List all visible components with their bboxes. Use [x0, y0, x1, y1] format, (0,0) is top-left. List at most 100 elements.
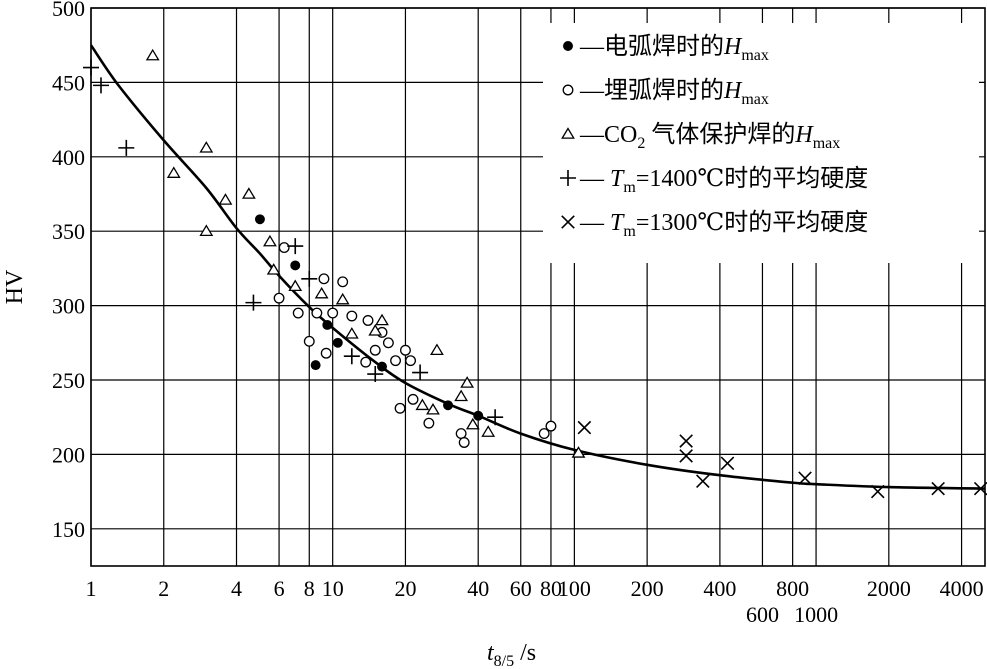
point-tm1300 [870, 484, 885, 499]
point-arc-welding [563, 41, 573, 51]
point-tm1400 [245, 294, 262, 311]
point-co2-shielded [199, 224, 214, 236]
point-tm1400 [343, 348, 360, 365]
point-co2-shielded [454, 389, 469, 402]
point-submerged-arc [273, 292, 285, 304]
point-co2-shielded [430, 343, 444, 356]
point-submerged-arc [538, 428, 550, 440]
point-submerged-arc [360, 356, 372, 368]
y-tick-label: 200 [52, 442, 85, 467]
x-tick-label: 800 [776, 576, 809, 601]
point-arc-welding [473, 410, 484, 421]
point-submerged-arc [458, 437, 470, 448]
point-tm1300 [720, 456, 735, 471]
point-arc-welding [322, 319, 333, 330]
point-co2-shielded [368, 324, 383, 336]
point-co2-shielded [335, 292, 350, 305]
point-co2-shielded [415, 398, 430, 411]
point-co2-shielded [166, 166, 181, 178]
point-tm1300 [577, 420, 592, 435]
point-tm1300 [696, 474, 710, 488]
x-axis-label: t8/5 /s [487, 640, 536, 669]
point-submerged-arc [369, 344, 381, 356]
legend-entry: —CO2 气体保护焊的Hmax [579, 121, 840, 152]
point-arc-welding [290, 260, 301, 271]
point-submerged-arc [407, 393, 419, 405]
data-points [83, 48, 987, 499]
x-tick-label-lower: 1000 [794, 602, 838, 627]
x-tick-label: 20 [394, 576, 416, 601]
x-tick-label: 400 [703, 576, 736, 601]
legend-entry: —电弧焊时的Hmax [579, 33, 769, 64]
point-submerged-arc [303, 335, 315, 347]
point-co2-shielded [481, 425, 496, 437]
point-co2-shielded [218, 193, 233, 205]
point-arc-welding [310, 360, 321, 371]
y-tick-label: 300 [52, 294, 85, 319]
point-submerged-arc [311, 307, 323, 319]
point-submerged-arc [337, 276, 349, 288]
point-submerged-arc [545, 420, 557, 432]
x-tick-label: 40 [467, 576, 489, 601]
point-tm1400 [412, 364, 429, 381]
point-co2-shielded [266, 263, 281, 275]
point-submerged-arc [278, 242, 290, 254]
point-arc-welding [443, 400, 453, 411]
y-axis-label: HV [2, 269, 28, 304]
fit-curve-layer [89, 44, 986, 490]
y-tick-label: 450 [52, 70, 85, 95]
point-submerged-arc [320, 347, 332, 359]
point-submerged-arc [346, 310, 358, 322]
point-tm1400 [287, 238, 304, 255]
y-tick-labels: 150 200 250 300 350 400 450 500 [52, 0, 85, 542]
point-tm1400 [118, 139, 135, 156]
point-tm1300 [561, 215, 575, 229]
point-arc-welding [254, 214, 265, 225]
legend-entry: —埋弧焊时的Hmax [579, 77, 769, 108]
point-co2-shielded [241, 187, 256, 199]
point-submerged-arc [423, 417, 435, 429]
fit-curve [89, 44, 986, 490]
x-tick-label: 1 [86, 576, 97, 601]
point-arc-welding [332, 337, 343, 348]
point-co2-shielded [344, 327, 359, 339]
x-tick-label: 8 [304, 576, 315, 601]
point-submerged-arc [394, 402, 406, 414]
legend: —电弧焊时的Hmax —埋弧焊时的Hmax —CO2 气体保护焊的Hmax — Tm=… [560, 33, 868, 240]
point-co2-shielded [561, 127, 575, 139]
x-tick-label: 200 [631, 576, 664, 601]
point-tm1400 [301, 270, 318, 287]
point-submerged-arc [399, 344, 411, 356]
x-tick-label-lower: 600 [746, 602, 779, 627]
point-tm1300 [679, 449, 693, 463]
point-submerged-arc [382, 337, 394, 349]
point-co2-shielded [145, 48, 160, 61]
point-co2-shielded [314, 286, 329, 299]
x-tick-label: 6 [274, 576, 285, 601]
x-tick-label: 2000 [867, 576, 911, 601]
point-tm1400 [367, 366, 384, 383]
x-tick-label: 2 [158, 576, 169, 601]
point-co2-shielded [460, 376, 475, 388]
point-submerged-arc [318, 273, 330, 285]
y-tick-label: 500 [52, 0, 85, 21]
legend-box [543, 23, 979, 263]
point-tm1400 [560, 170, 576, 186]
x-tick-label: 60 [510, 576, 532, 601]
point-co2-shielded [426, 402, 440, 415]
point-submerged-arc [405, 355, 417, 367]
point-co2-shielded [571, 446, 586, 458]
point-submerged-arc [292, 307, 304, 319]
y-tick-label: 350 [52, 219, 85, 244]
point-co2-shielded [465, 417, 480, 430]
point-submerged-arc [390, 355, 401, 367]
x-tick-label: 4 [231, 576, 242, 601]
x-tick-label: 100 [558, 576, 591, 601]
point-tm1300 [931, 481, 945, 496]
point-co2-shielded [375, 313, 389, 326]
point-arc-welding [377, 361, 387, 372]
point-submerged-arc [327, 307, 339, 319]
point-tm1300 [679, 434, 693, 448]
